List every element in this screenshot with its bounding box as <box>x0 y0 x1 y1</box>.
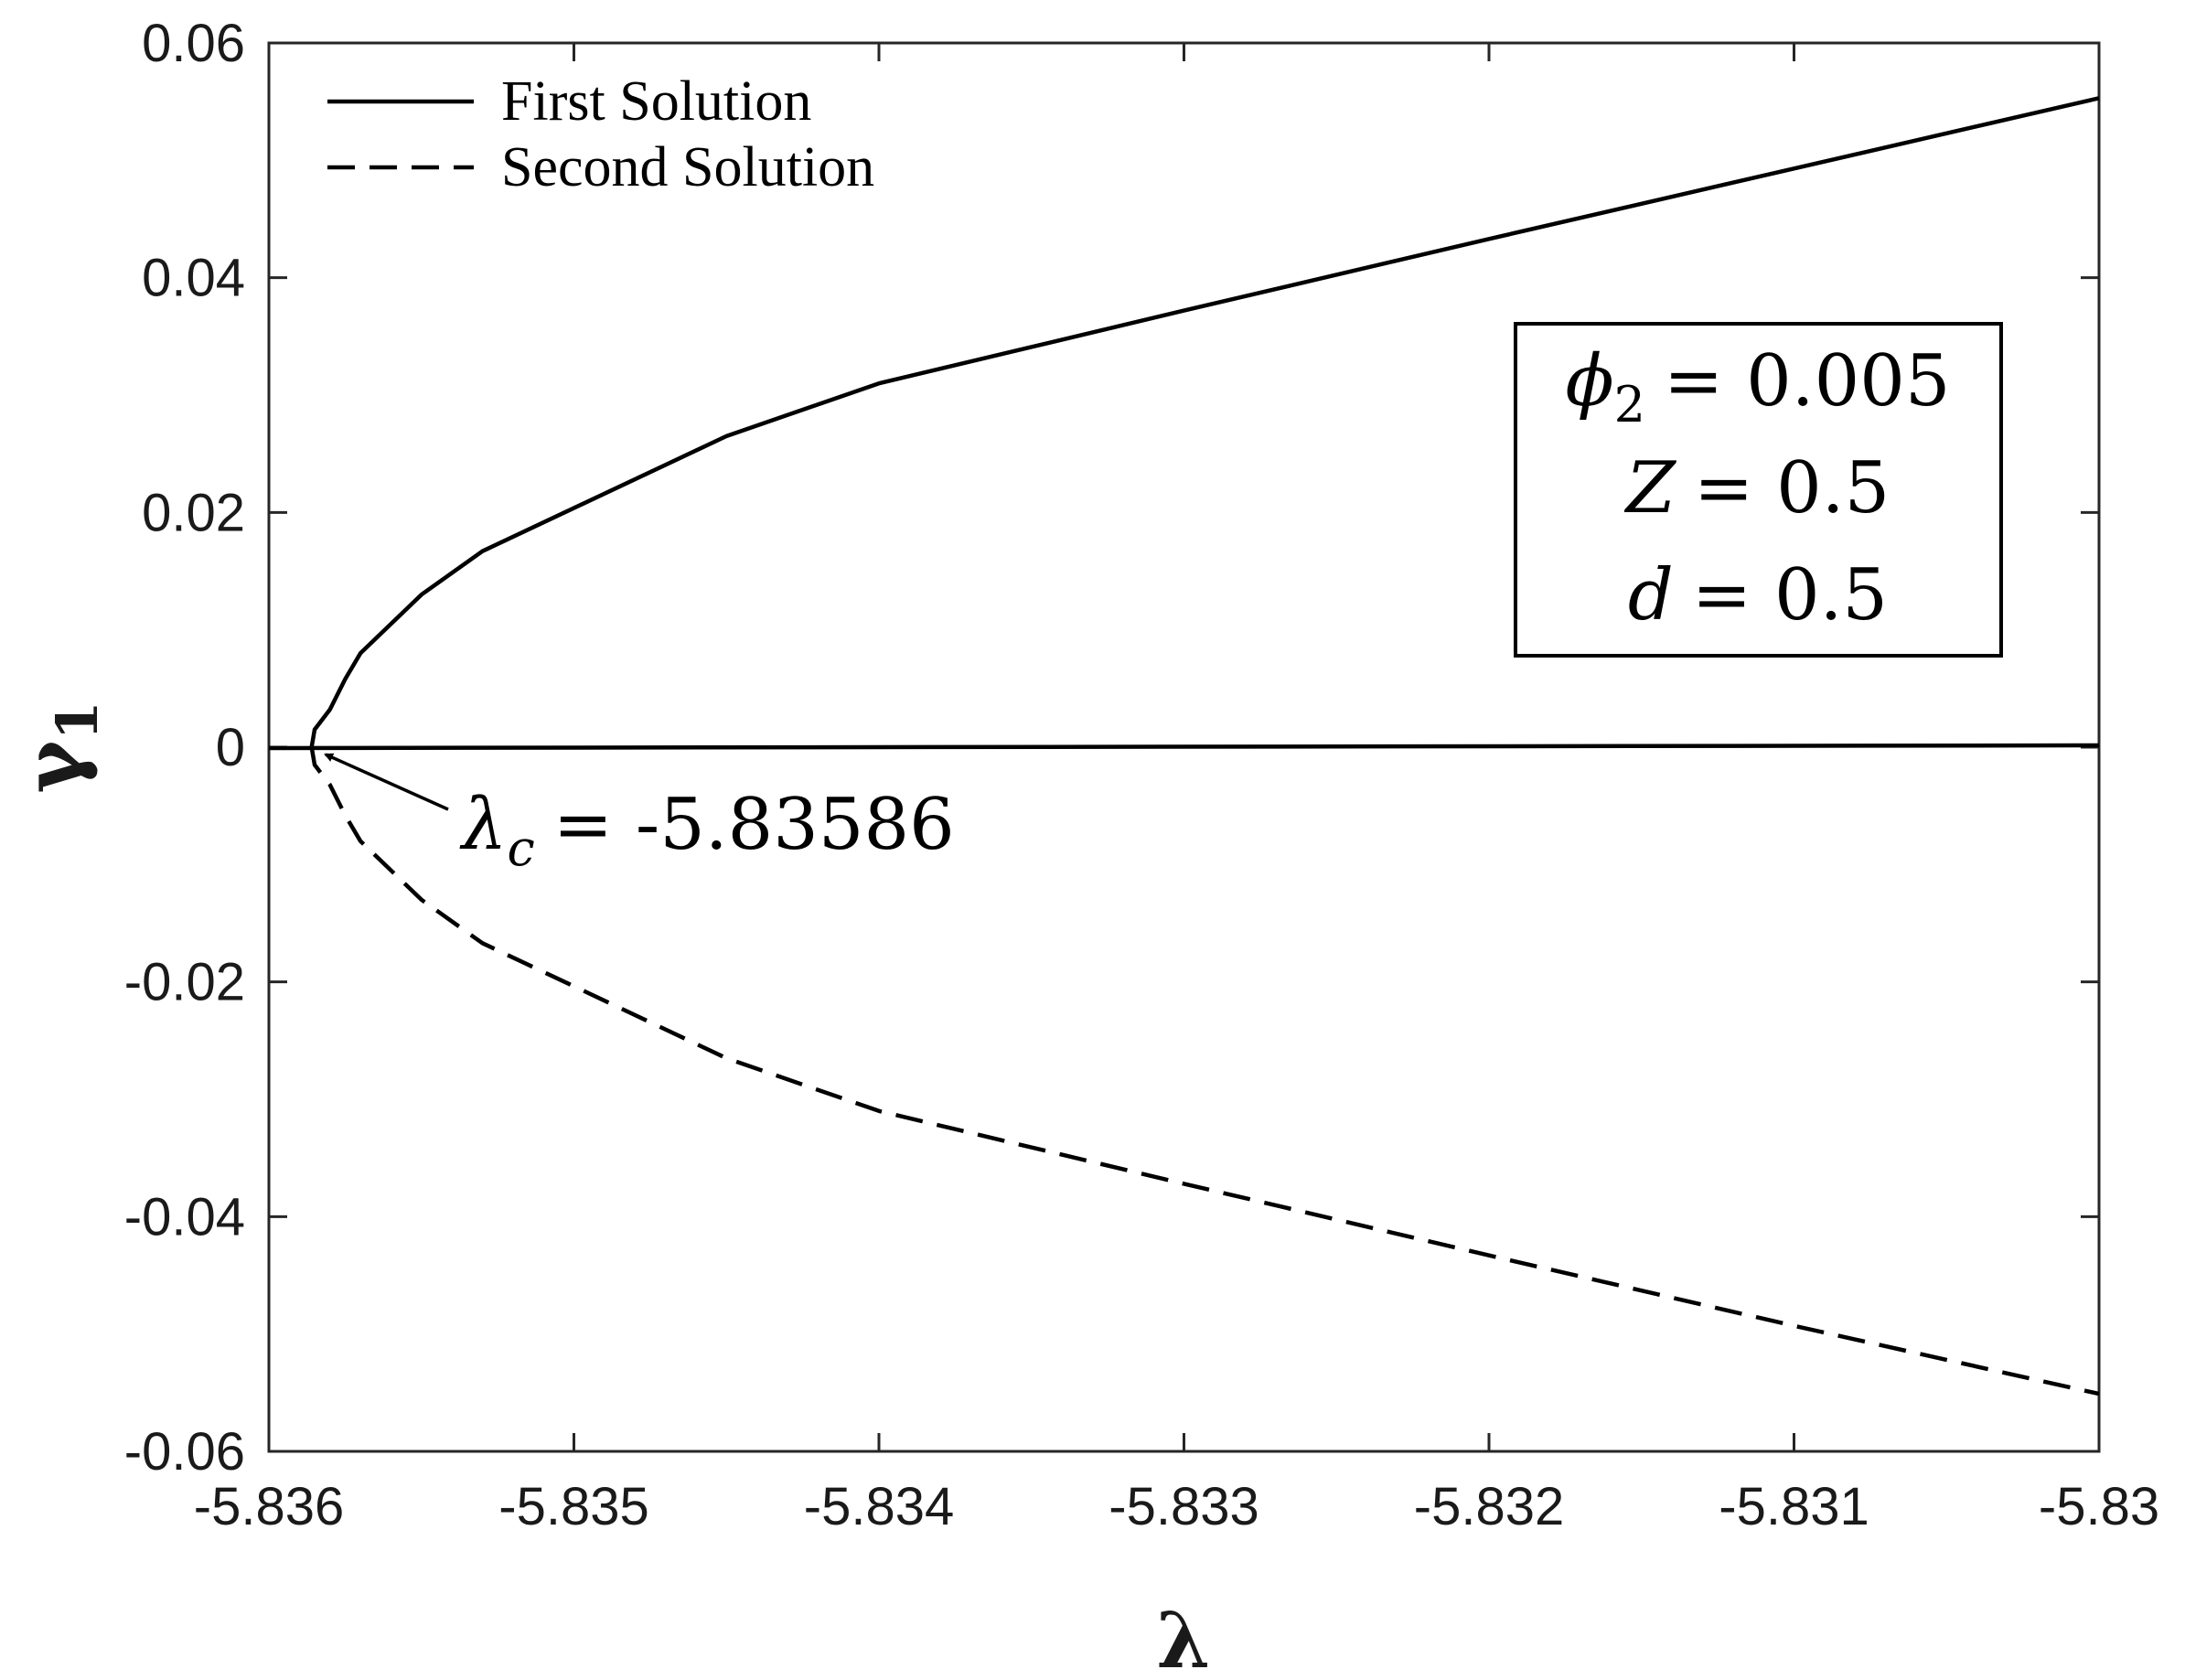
parameter-z: Z = 0.5 <box>1623 447 1890 530</box>
parameter-d: d = 0.5 <box>1628 554 1888 637</box>
y-axis-label-symbol: γ <box>5 740 100 794</box>
x-axis-label: λ <box>1157 1595 1211 1680</box>
legend-label-second-solution: Second Solution <box>501 136 874 198</box>
y-tick-label: 0.04 <box>142 249 245 308</box>
legend-label-first-solution: First Solution <box>501 70 811 133</box>
y-tick-label: -0.06 <box>124 1422 245 1482</box>
parameter-phi2: ϕ2 = 0.005 <box>1566 340 1951 433</box>
zero-reference-line <box>269 743 2099 751</box>
series-line-second-solution <box>309 746 2099 1396</box>
y-tick-label: 0 <box>216 718 245 777</box>
y-axis-label-subscript: 1 <box>44 701 111 740</box>
x-tick-label: -5.832 <box>1414 1477 1564 1536</box>
x-tick-label: -5.835 <box>498 1477 648 1536</box>
y-tick-label: 0.06 <box>142 14 245 73</box>
legend: First Solution Second Solution <box>327 70 874 198</box>
x-tick-label: -5.836 <box>194 1477 344 1536</box>
y-tick-label: 0.02 <box>142 483 245 542</box>
y-axis-tick-labels: -0.06 -0.04 -0.02 0 0.02 0.04 0.06 <box>124 14 245 1482</box>
x-axis-ticks <box>267 43 2101 1451</box>
series-layer <box>269 96 2099 1396</box>
y-tick-label: -0.02 <box>124 953 245 1012</box>
series-line-first-solution <box>309 96 2099 748</box>
x-tick-label: -5.83 <box>2039 1477 2159 1536</box>
parameter-box-frame <box>1514 322 2003 658</box>
critical-point-annotation: λc = -5.83586 <box>324 753 955 877</box>
x-tick-label: -5.833 <box>1109 1477 1259 1536</box>
critical-point-label: λc = -5.83586 <box>459 784 955 877</box>
y-tick-label: -0.04 <box>124 1187 245 1247</box>
svg-text:γ1: γ1 <box>5 701 111 793</box>
x-tick-label: -5.831 <box>1719 1477 1869 1536</box>
x-tick-label: -5.834 <box>804 1477 954 1536</box>
y-axis-label: γ1 <box>5 701 111 793</box>
x-axis-tick-labels: -5.836 -5.835 -5.834 -5.833 -5.832 -5.831 -5.8… <box>194 1477 2159 1536</box>
parameter-box: ϕ2 = 0.005 Z = 0.5 d = 0.5 <box>1514 322 2003 658</box>
critical-point-arrow <box>324 753 449 811</box>
